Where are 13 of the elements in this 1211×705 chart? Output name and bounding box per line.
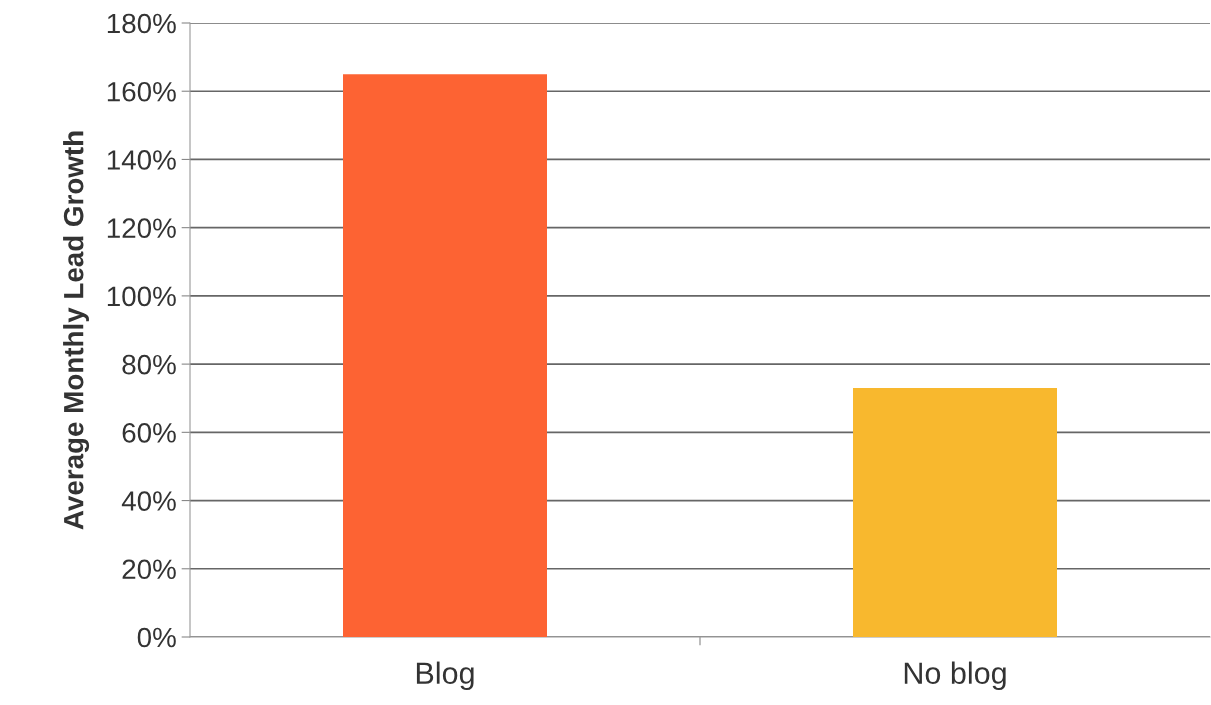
y-tick-label: 180% bbox=[107, 13, 176, 34]
x-tick-label: No blog bbox=[904, 661, 1006, 691]
y-tick-label: 120% bbox=[107, 218, 176, 239]
y-tick-label: 100% bbox=[107, 286, 176, 307]
y-tick-label: 140% bbox=[107, 150, 176, 170]
y-tick-label: 60% bbox=[122, 423, 176, 443]
y-tick-label: 160% bbox=[107, 81, 176, 102]
y-tick-label: 0% bbox=[137, 627, 176, 648]
x-tick-label: Blog bbox=[416, 661, 474, 691]
y-tick-label: 80% bbox=[122, 354, 176, 375]
y-tick-label: 20% bbox=[122, 559, 176, 580]
y-tick-label: 40% bbox=[121, 491, 176, 511]
y-axis-title: Average Monthly Lead Growth bbox=[63, 131, 90, 530]
